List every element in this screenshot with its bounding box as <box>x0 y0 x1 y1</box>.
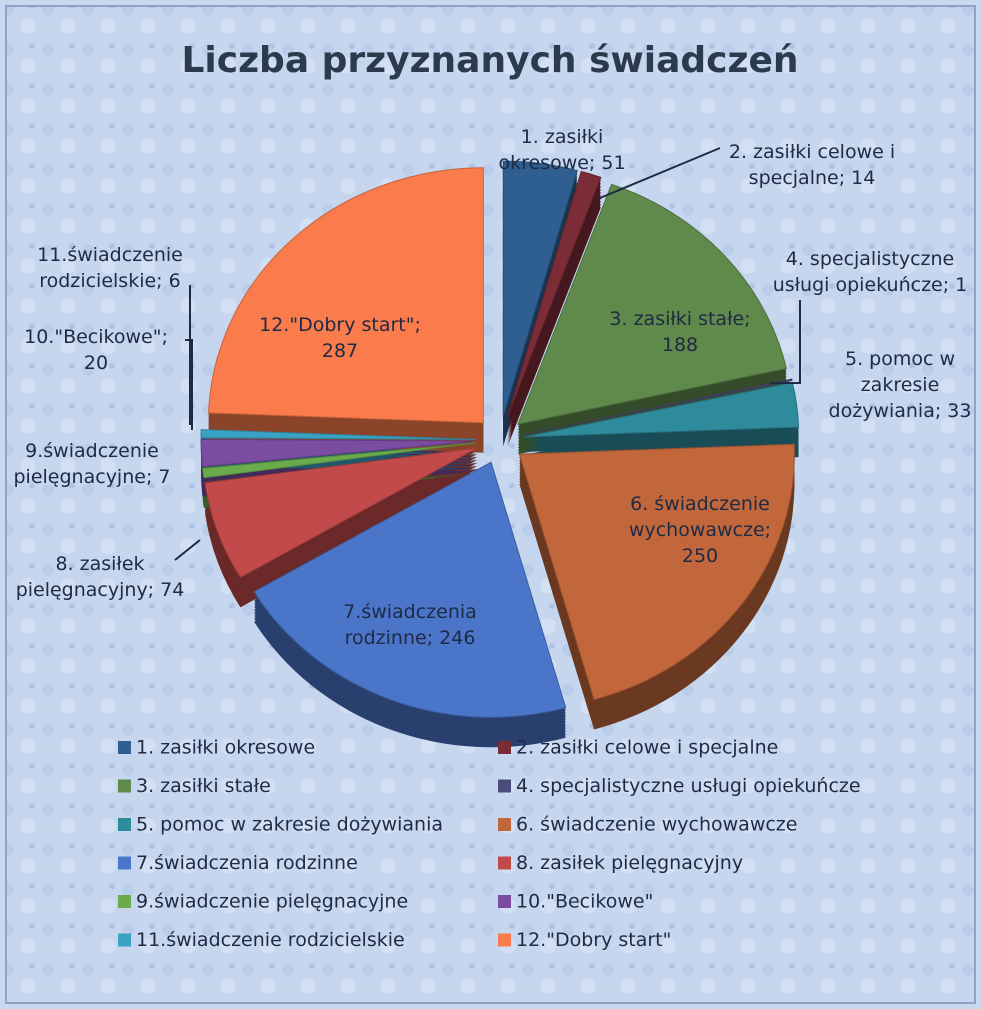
leader-line <box>185 339 193 430</box>
legend-swatch <box>498 933 511 947</box>
legend-label: 10."Becikowe" <box>516 891 653 913</box>
legend-swatch <box>498 895 511 908</box>
data-label: 2. zasiłki celowe i specjalne; 14 <box>729 141 895 189</box>
legend-swatch <box>118 741 131 754</box>
legend-swatch <box>118 818 131 831</box>
data-label: 4. specjalistyczne usługi opiekuńcze; 1 <box>773 248 968 296</box>
legend-label: 3. zasiłki stałe <box>136 775 271 797</box>
leader-line <box>174 539 201 561</box>
data-label: 12."Dobry start"; 287 <box>259 314 421 362</box>
data-label: 5. pomoc w zakresie dożywiania; 33 <box>829 348 972 422</box>
data-label: 10."Becikowe"; 20 <box>24 326 168 374</box>
legend-swatch <box>498 779 511 793</box>
slice <box>200 438 477 468</box>
legend-label: 7.świadczenia rodzinne <box>136 852 358 874</box>
legend-label: 8. zasiłek pielęgnacyjny <box>516 852 743 874</box>
slice <box>523 378 793 436</box>
legend-swatch <box>118 779 131 793</box>
data-label: 8. zasiłek pielęgnacyjny; 74 <box>16 553 185 601</box>
slice <box>204 447 478 579</box>
legend-swatch <box>498 856 511 870</box>
slice <box>253 461 567 718</box>
legend-label: 11.świadczenie rodzicielskie <box>136 929 405 951</box>
data-label: 9.świadczenie pielęgnacyjne; 7 <box>14 440 171 488</box>
slice <box>502 160 578 417</box>
legend-swatch <box>498 741 511 754</box>
legend-swatch <box>118 895 131 908</box>
legend-label: 4. specjalistyczne usługi opiekuńcze <box>516 775 861 797</box>
legend-swatch <box>498 818 511 831</box>
slice <box>517 183 787 425</box>
data-label: 7.świadczenia rodzinne; 246 <box>343 601 477 649</box>
data-label: 3. zasiłki stałe; 188 <box>609 308 750 356</box>
legend-label: 5. pomoc w zakresie dożywiania <box>136 814 443 836</box>
chart-title: Liczba przyznanych świadczeń <box>181 40 798 81</box>
legend-swatch <box>118 933 131 947</box>
leader-line <box>770 300 801 384</box>
legend-label: 1. zasiłki okresowe <box>136 737 315 759</box>
data-label: 11.świadczenie rodzicielskie; 6 <box>37 244 183 292</box>
data-label: 6. świadczenie wychowawcze; 250 <box>629 493 771 567</box>
slice <box>506 170 602 418</box>
legend-label: 9.świadczenie pielęgnacyjne <box>136 891 408 913</box>
leader-line <box>599 147 721 199</box>
slice <box>201 442 477 479</box>
slice <box>200 429 477 440</box>
legend-label: 12."Dobry start" <box>516 929 671 951</box>
legend-label: 2. zasiłki celowe i specjalne <box>516 737 778 759</box>
legend-swatch <box>118 856 131 870</box>
legend-label: 6. świadczenie wychowawcze <box>516 814 797 836</box>
slice <box>518 443 795 701</box>
data-label: 1. zasiłki okresowe; 51 <box>498 126 625 174</box>
slice <box>208 167 484 424</box>
